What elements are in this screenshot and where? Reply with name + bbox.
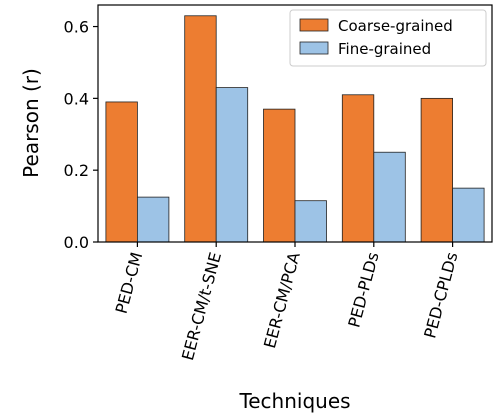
y-axis: 0.0 0.2 0.4 0.6 (64, 18, 98, 252)
y-axis-title: Pearson (r) (19, 68, 43, 178)
legend-swatch-coarse (299, 18, 329, 32)
x-tick-label: EER-CM/t-SNE (178, 250, 225, 362)
bar-fine-2 (294, 200, 327, 243)
x-axis-title: Techniques (238, 389, 350, 413)
x-tick-label: EER-CM/PCA (260, 250, 304, 350)
bar-fine-0 (136, 196, 170, 243)
x-tick-label: PED-CM (112, 250, 147, 316)
legend: Coarse-grained Fine-grained (289, 9, 487, 67)
legend-label-fine: Fine-grained (338, 40, 431, 58)
y-tick-label: 0.4 (64, 89, 89, 108)
legend-label-coarse: Coarse-grained (338, 17, 453, 35)
y-tick-label: 0.2 (64, 161, 89, 180)
legend-swatch-fine (299, 41, 329, 55)
bar-coarse-4 (420, 97, 454, 243)
y-tick-label: 0.0 (64, 233, 89, 252)
bar-coarse-1 (184, 15, 217, 243)
x-tick-label: PED-PLDs (344, 250, 382, 329)
plot-frame (97, 4, 493, 243)
x-tick-label: PED-CPLDs (420, 250, 461, 340)
y-tick-label: 0.6 (64, 18, 89, 37)
bar-fine-3 (373, 151, 406, 243)
bar-fine-4 (452, 187, 485, 243)
bars-group (105, 15, 485, 243)
bar-coarse-2 (263, 108, 296, 243)
bar-coarse-0 (105, 101, 138, 243)
bar-coarse-3 (341, 94, 375, 243)
legend-box (289, 9, 487, 67)
bar-fine-1 (215, 87, 249, 243)
x-axis: PED-CM EER-CM/t-SNE EER-CM/PCA PED-PLDs PED-… (112, 242, 461, 362)
